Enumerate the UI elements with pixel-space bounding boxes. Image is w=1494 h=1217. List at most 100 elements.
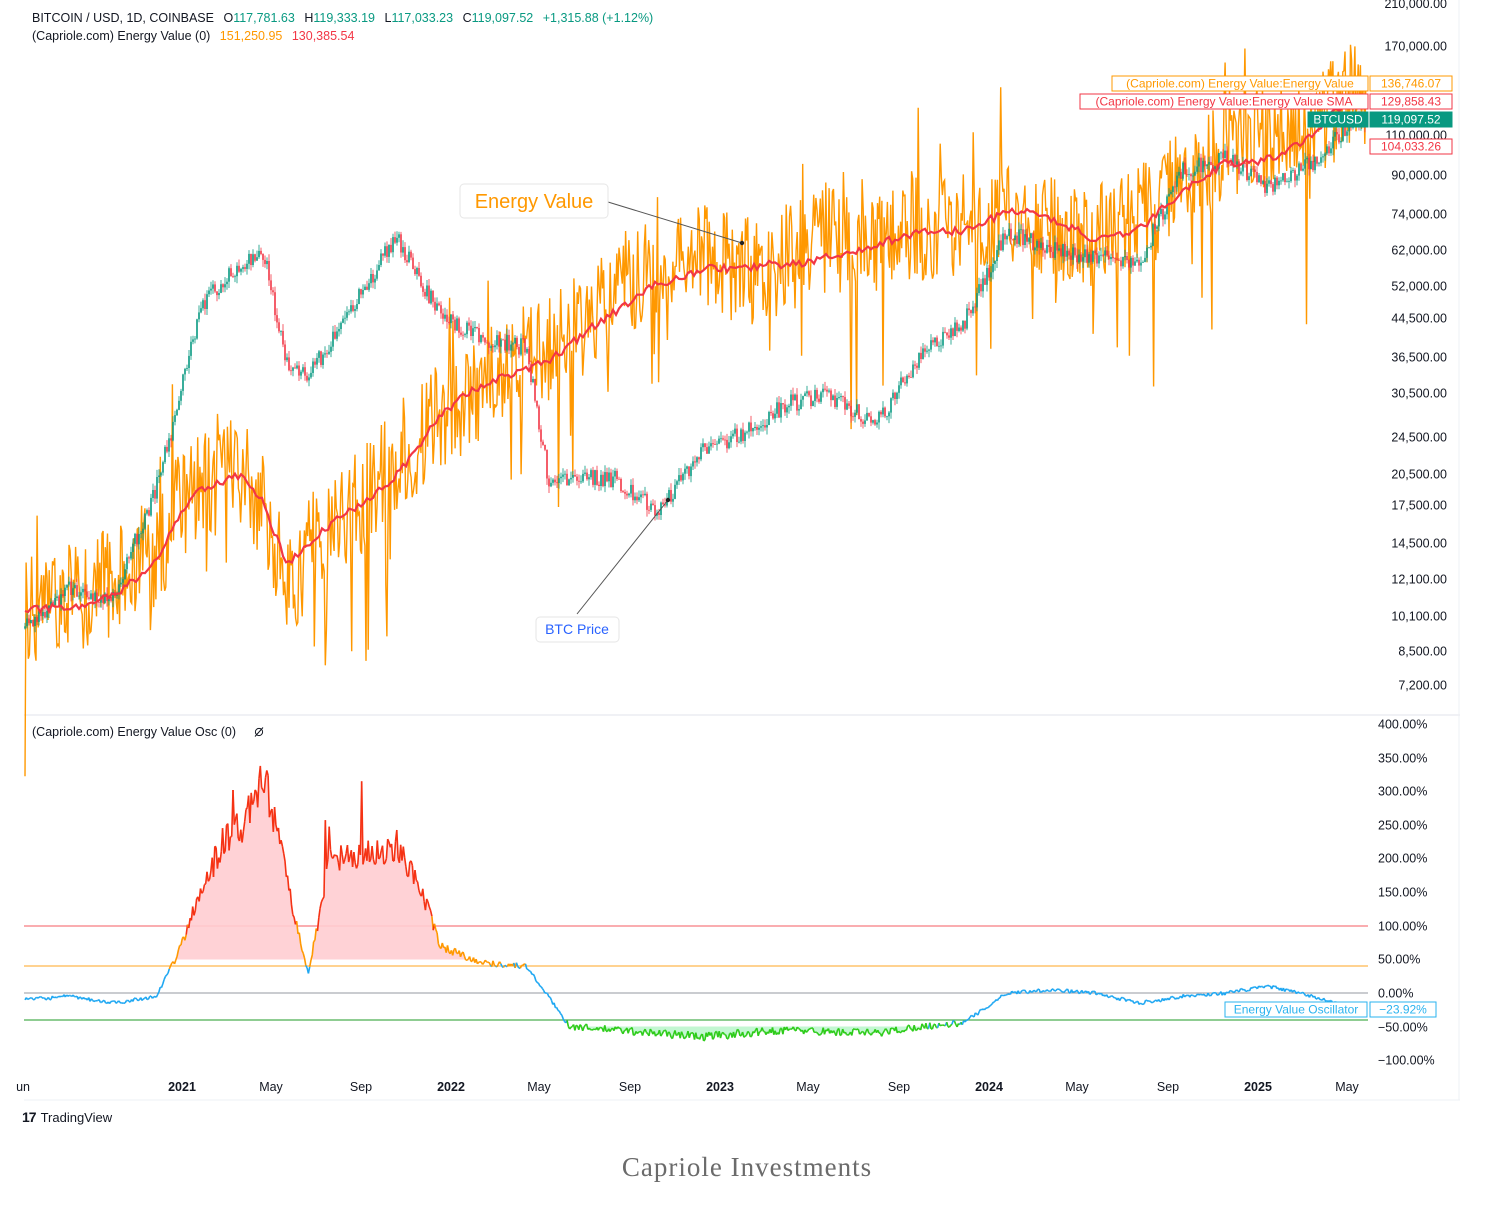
osc-segment	[1043, 991, 1044, 992]
osc-segment	[1329, 1001, 1330, 1002]
candle-body	[904, 382, 906, 383]
candle-body	[26, 619, 28, 627]
candle-body	[332, 332, 334, 347]
osc-segment	[589, 1028, 590, 1030]
osc-segment	[142, 999, 143, 1001]
candle-body	[578, 481, 580, 482]
candle-body	[742, 429, 744, 441]
candle-body	[54, 598, 56, 605]
osc-segment	[968, 1019, 969, 1020]
tradingview-brand[interactable]: 17 TradingView	[22, 1109, 112, 1125]
candle-body	[820, 392, 822, 402]
candle-body	[446, 315, 448, 322]
osc-segment	[788, 1029, 789, 1030]
osc-segment	[518, 966, 519, 968]
candle-body	[338, 329, 340, 331]
osc-segment	[479, 962, 480, 963]
candle-body	[1060, 248, 1062, 256]
candle-body	[136, 534, 138, 544]
candle-body	[1336, 132, 1338, 134]
osc-segment	[32, 998, 33, 1000]
candle-body	[1268, 180, 1270, 183]
candle-body	[900, 378, 902, 386]
osc-segment	[46, 999, 47, 1000]
candle-body	[1178, 172, 1180, 176]
open-label: O	[223, 11, 233, 25]
osc-segment	[624, 1030, 625, 1031]
candle-body	[1326, 146, 1328, 153]
candle-body	[636, 497, 638, 501]
candle-body	[658, 513, 660, 515]
osc-segment	[541, 987, 542, 989]
osc-segment	[969, 1017, 970, 1019]
candle-body	[1346, 131, 1348, 135]
osc-segment	[1079, 992, 1080, 994]
oscillator-legend[interactable]: (Capriole.com) Energy Value Osc (0)	[32, 725, 236, 739]
candle-body	[1302, 169, 1304, 171]
candle-body	[592, 470, 594, 485]
candle-body	[404, 247, 406, 260]
candle-body	[994, 261, 996, 264]
time-axis-label: 2021	[168, 1080, 196, 1094]
candle-body	[46, 611, 48, 618]
osc-segment	[215, 846, 216, 847]
candle-body	[66, 585, 68, 588]
candle-body	[1196, 167, 1198, 172]
candle-body	[1076, 255, 1078, 262]
time-axis-label: 2022	[437, 1080, 465, 1094]
candle-body	[248, 254, 250, 264]
candle-body	[1024, 234, 1026, 245]
candle-body	[380, 254, 382, 266]
candle-body	[62, 594, 64, 596]
candle-body	[464, 334, 466, 335]
change-value: +1,315.88 (+1.12%)	[543, 11, 654, 25]
osc-segment	[125, 1001, 126, 1003]
candle-body	[454, 320, 456, 331]
legend-line-2[interactable]: (Capriole.com) Energy Value (0) 151,250.…	[32, 29, 354, 43]
candle-body	[326, 353, 328, 354]
candle-body	[138, 534, 140, 544]
candle-body	[1020, 229, 1022, 230]
candle-body	[938, 346, 940, 347]
osc-segment	[306, 966, 307, 968]
btc-price-label: BTC Price	[545, 621, 609, 637]
candle-body	[490, 346, 492, 348]
osc-segment	[953, 1021, 954, 1022]
candle-body	[132, 544, 134, 552]
candle-body	[1034, 248, 1036, 251]
osc-segment	[975, 1013, 976, 1014]
osc-segment	[1296, 992, 1297, 994]
candle-body	[1046, 245, 1048, 253]
price-axis-label: 7,200.00	[1398, 679, 1447, 693]
candle-body	[146, 510, 148, 514]
candle-body	[1026, 234, 1028, 242]
candle-body	[300, 372, 302, 376]
candle-body	[518, 347, 520, 355]
candle-body	[604, 472, 606, 486]
osc-segment	[862, 1032, 863, 1033]
candle-body	[1136, 260, 1138, 262]
osc-segment	[68, 995, 69, 996]
osc-segment	[523, 964, 524, 965]
osc-segment	[1204, 994, 1205, 996]
candle-body	[1152, 224, 1154, 246]
candle-body	[1222, 153, 1224, 159]
candle-body	[1274, 178, 1276, 192]
candle-body	[1318, 163, 1320, 164]
candle-body	[1192, 176, 1194, 177]
candle-body	[1040, 243, 1042, 248]
candle-body	[706, 447, 708, 454]
osc-segment	[1065, 990, 1066, 992]
candle-body	[244, 267, 246, 269]
candle-body	[832, 396, 834, 401]
candle-body	[610, 473, 612, 488]
osc-segment	[1319, 997, 1320, 999]
candle-body	[58, 596, 60, 606]
osc-segment	[246, 808, 247, 810]
candle-body	[836, 398, 838, 407]
candle-body	[396, 238, 398, 243]
candle-body	[330, 347, 332, 352]
osc-segment	[1090, 993, 1091, 994]
candle-body	[438, 303, 440, 305]
